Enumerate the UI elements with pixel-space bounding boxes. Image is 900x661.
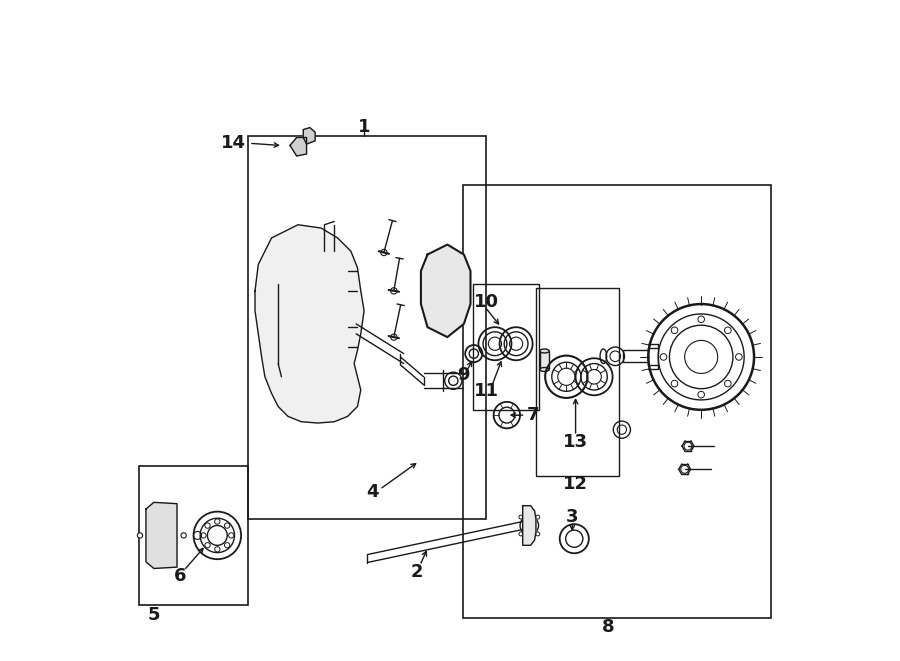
Bar bbox=[540, 351, 549, 369]
Circle shape bbox=[661, 354, 667, 360]
Polygon shape bbox=[255, 225, 365, 423]
Circle shape bbox=[724, 327, 731, 334]
Text: 12: 12 bbox=[563, 475, 588, 493]
Circle shape bbox=[224, 543, 230, 548]
Circle shape bbox=[205, 543, 211, 548]
Text: 8: 8 bbox=[602, 617, 615, 636]
Text: 6: 6 bbox=[174, 567, 186, 586]
Circle shape bbox=[536, 515, 540, 519]
Circle shape bbox=[201, 533, 206, 538]
Text: 4: 4 bbox=[366, 483, 379, 502]
Circle shape bbox=[148, 514, 154, 519]
Text: 11: 11 bbox=[474, 382, 499, 401]
Polygon shape bbox=[290, 137, 307, 156]
Circle shape bbox=[205, 523, 211, 528]
Text: 3: 3 bbox=[566, 508, 579, 526]
Text: 2: 2 bbox=[410, 563, 423, 581]
Circle shape bbox=[148, 552, 154, 557]
Circle shape bbox=[671, 327, 678, 334]
Circle shape bbox=[519, 532, 523, 536]
Polygon shape bbox=[303, 128, 315, 144]
Circle shape bbox=[735, 354, 742, 360]
Circle shape bbox=[170, 514, 176, 519]
Circle shape bbox=[181, 533, 186, 538]
Text: 13: 13 bbox=[563, 432, 588, 451]
Bar bbox=[140, 466, 248, 605]
Text: 1: 1 bbox=[358, 118, 370, 136]
Bar bbox=[464, 185, 770, 618]
Circle shape bbox=[305, 130, 313, 138]
Text: 14: 14 bbox=[220, 134, 246, 153]
Ellipse shape bbox=[540, 349, 549, 353]
Circle shape bbox=[224, 523, 230, 528]
Circle shape bbox=[229, 533, 234, 538]
Circle shape bbox=[698, 391, 705, 398]
Circle shape bbox=[671, 380, 678, 387]
Circle shape bbox=[519, 515, 523, 519]
Circle shape bbox=[698, 316, 705, 323]
Bar bbox=[248, 136, 486, 519]
Circle shape bbox=[536, 532, 540, 536]
Polygon shape bbox=[421, 245, 471, 337]
Text: 7: 7 bbox=[526, 406, 539, 424]
Text: 5: 5 bbox=[148, 605, 160, 624]
Polygon shape bbox=[523, 506, 536, 545]
Text: 9: 9 bbox=[457, 366, 470, 385]
Bar bbox=[473, 284, 539, 410]
Circle shape bbox=[138, 533, 142, 538]
Ellipse shape bbox=[540, 368, 549, 371]
Circle shape bbox=[215, 547, 220, 552]
Circle shape bbox=[215, 519, 220, 524]
Circle shape bbox=[724, 380, 731, 387]
Circle shape bbox=[170, 552, 176, 557]
Polygon shape bbox=[146, 502, 177, 568]
Text: 10: 10 bbox=[474, 293, 499, 311]
Bar bbox=[536, 288, 618, 476]
